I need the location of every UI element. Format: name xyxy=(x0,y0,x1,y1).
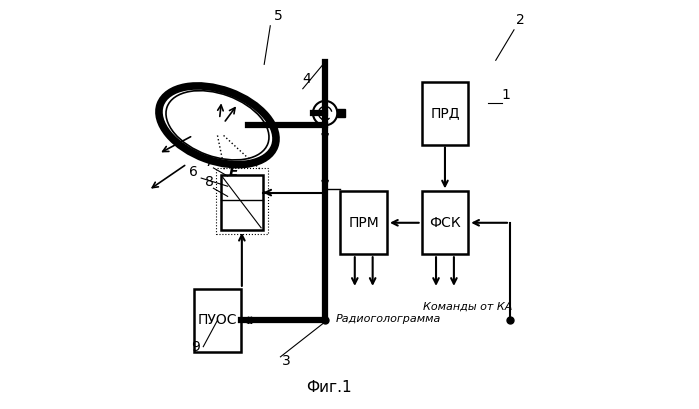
Bar xyxy=(421,191,468,254)
Text: 6: 6 xyxy=(189,165,198,179)
Text: Фиг.1: Фиг.1 xyxy=(306,380,352,396)
Text: 3: 3 xyxy=(282,354,291,368)
Text: 1: 1 xyxy=(501,88,510,102)
Text: ПУОС: ПУОС xyxy=(198,313,237,327)
Text: ПРД: ПРД xyxy=(430,106,460,120)
Bar xyxy=(220,175,264,230)
Bar xyxy=(194,289,241,352)
Text: ФСК: ФСК xyxy=(429,216,461,230)
Text: 7: 7 xyxy=(205,155,214,169)
Text: 9: 9 xyxy=(191,340,200,354)
Bar xyxy=(340,191,387,254)
Text: 4: 4 xyxy=(303,72,311,85)
Bar xyxy=(338,109,345,117)
Text: Команды от КА: Команды от КА xyxy=(423,302,512,312)
Text: 2: 2 xyxy=(516,13,524,27)
Text: 8: 8 xyxy=(205,175,214,189)
Bar xyxy=(421,82,468,145)
Text: Радиоголограмма: Радиоголограмма xyxy=(336,314,440,324)
Text: E: E xyxy=(229,165,238,179)
Text: ПРМ: ПРМ xyxy=(348,216,379,230)
Bar xyxy=(216,168,268,234)
Text: 5: 5 xyxy=(274,9,283,22)
